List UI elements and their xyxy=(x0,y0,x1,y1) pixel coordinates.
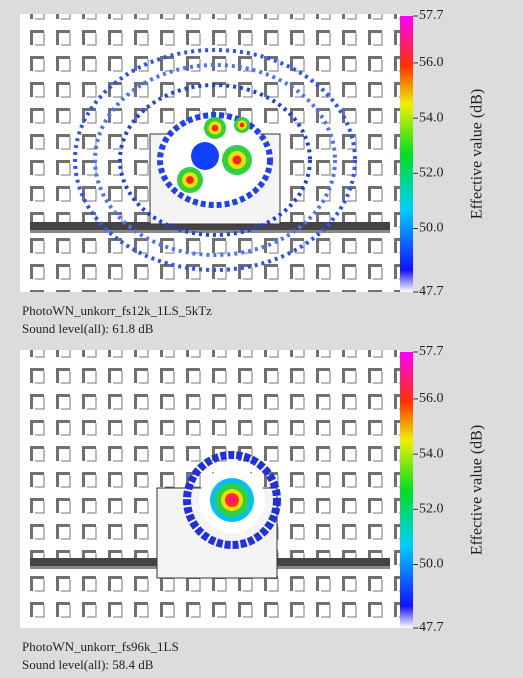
caption: PhotoWN_unkorr_fs12k_1LS_5kTz xyxy=(22,303,212,318)
hotspot xyxy=(229,497,235,503)
panel: 57.7 56.0 54.0 52.0 50.0 47.7 Effective value … xyxy=(20,344,486,672)
hotspot xyxy=(186,176,194,184)
caption: PhotoWN_unkorr_fs96k_1LS xyxy=(22,639,179,654)
caption: Sound level(all): 61.8 dB xyxy=(22,321,154,336)
colorbar-tick-label: 54.0 xyxy=(419,446,444,461)
colorbar xyxy=(400,16,413,292)
colorbar-tick-label: 56.0 xyxy=(419,55,444,70)
screen: 57.7 56.0 54.0 52.0 50.0 47.7 Effective value … xyxy=(0,0,523,678)
colorbar-tick-label: 47.7 xyxy=(419,620,444,635)
hotspot xyxy=(233,156,242,165)
colorbar-tick-label: 50.0 xyxy=(419,221,444,236)
hotspot xyxy=(240,123,245,128)
colorbar-tick-label: 57.7 xyxy=(419,8,444,23)
caption: Sound level(all): 58.4 dB xyxy=(22,657,154,672)
colorbar-label: Effective value (dB) xyxy=(469,425,486,555)
hotspot xyxy=(191,142,219,170)
hotspot xyxy=(212,125,219,132)
colorbar-tick-label: 57.7 xyxy=(419,344,444,359)
colorbar xyxy=(400,352,413,628)
colorbar-tick-label: 52.0 xyxy=(419,502,444,517)
table-top xyxy=(30,230,390,233)
colorbar-label: Effective value (dB) xyxy=(469,89,486,219)
colorbar-tick-label: 50.0 xyxy=(419,557,444,572)
colorbar-tick-label: 54.0 xyxy=(419,110,444,125)
colorbar-tick-label: 47.7 xyxy=(419,284,444,299)
colorbar-tick-label: 52.0 xyxy=(419,166,444,181)
colorbar-tick-label: 56.0 xyxy=(419,391,444,406)
panel: 57.7 56.0 54.0 52.0 50.0 47.7 Effective value … xyxy=(20,8,486,336)
